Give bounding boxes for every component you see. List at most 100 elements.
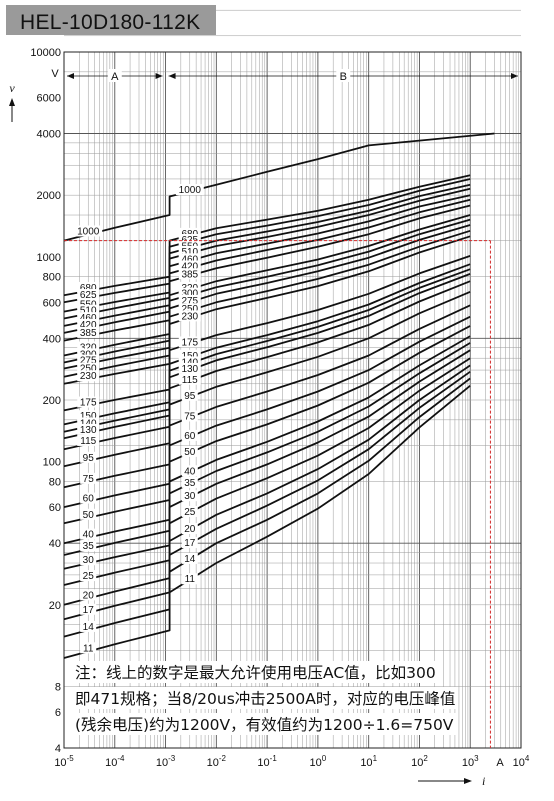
series-label-275: 275 [80, 356, 97, 367]
series-label-510: 510 [181, 247, 198, 258]
series-label-bg [77, 410, 100, 422]
series-line-625 [63, 178, 471, 304]
series-label-bg [181, 410, 198, 422]
series-label-bg [80, 451, 97, 463]
series-label-30: 30 [184, 491, 196, 502]
series-label-250: 250 [181, 304, 198, 315]
series-label-bg [178, 287, 201, 299]
note-line-3: (残余电压)约为1200V，有效值约为1200÷1.6=750V [72, 713, 457, 735]
series-label-bg [77, 281, 100, 293]
series-label-bg [77, 326, 100, 338]
chart-title: HEL-10D180-112K [20, 11, 201, 34]
y-tick-label: 4000 [37, 129, 61, 141]
note-line-2: 即471规格；当8/20us冲击2500A时，对应的电压峰值 [72, 687, 459, 709]
series-line-140 [63, 268, 471, 433]
series-label-bg [77, 417, 100, 429]
series-line-20 [63, 364, 471, 606]
series-label-420: 420 [181, 261, 198, 272]
series-line-385 [63, 204, 471, 342]
series-line-130 [63, 273, 471, 440]
series-line-300 [63, 218, 471, 364]
series-label-bg [80, 589, 97, 601]
series-label-275: 275 [181, 296, 198, 307]
series-label-175: 175 [181, 337, 198, 348]
series-label-bg [80, 472, 97, 484]
series-label-11: 11 [83, 643, 94, 654]
series-label-bg [80, 603, 97, 615]
series-line-550 [63, 183, 471, 313]
series-label-bg [178, 227, 201, 239]
series-label-1000: 1000 [179, 185, 202, 196]
series-label-bg [175, 184, 204, 196]
y-tick-label: 10000 [30, 47, 61, 59]
y-tick-label: 20 [49, 600, 61, 612]
series-label-bg [181, 573, 198, 585]
y-tick-label: 1000 [37, 252, 61, 264]
series-label-bg [77, 434, 100, 446]
series-line-60 [63, 315, 471, 508]
series-label-75: 75 [83, 474, 95, 485]
y-axis-label: v [9, 81, 15, 95]
series-label-385: 385 [181, 269, 198, 280]
region-arrow-left [67, 73, 74, 79]
series-label-bg [77, 362, 100, 374]
series-label-130: 130 [80, 425, 97, 436]
x-unit-label: A [496, 757, 504, 769]
y-tick-label: 200 [43, 395, 61, 407]
series-line-150 [63, 263, 471, 426]
series-label-510: 510 [80, 306, 97, 317]
series-label-230: 230 [181, 311, 198, 322]
series-label-bg [80, 508, 97, 520]
series-label-140: 140 [181, 357, 198, 368]
y-tick-label: 4 [55, 743, 61, 755]
series-line-320 [63, 214, 471, 357]
series-label-bg [178, 253, 201, 265]
series-label-bg [181, 429, 198, 441]
series-label-bg [178, 303, 201, 315]
series-label-17: 17 [83, 605, 95, 616]
series-line-510 [63, 187, 471, 320]
y-tick-label: 800 [43, 272, 61, 284]
series-label-bg [77, 396, 100, 408]
region-arrow-right [511, 73, 518, 79]
series-label-175: 175 [80, 398, 97, 409]
x-axis-arrow-head [464, 778, 472, 784]
series-line-420 [63, 198, 471, 334]
series-label-30: 30 [83, 555, 95, 566]
series-label-bg [178, 336, 201, 348]
series-label-60: 60 [184, 431, 196, 442]
series-label-25: 25 [184, 507, 196, 518]
series-label-bg [80, 528, 97, 540]
series-label-300: 300 [181, 289, 198, 300]
region-label: B [340, 71, 347, 83]
series-label-11: 11 [185, 574, 196, 585]
series-line-175 [63, 255, 471, 412]
series-label-bg [178, 260, 201, 272]
series-label-75: 75 [184, 412, 196, 423]
series-line-95 [63, 290, 471, 468]
series-label-bg [77, 304, 100, 316]
series-label-50: 50 [184, 447, 196, 458]
y-tick-label: 600 [43, 297, 61, 309]
series-label-50: 50 [83, 510, 95, 521]
series-label-bg [77, 341, 100, 353]
series-label-60: 60 [83, 494, 95, 505]
series-label-385: 385 [80, 328, 97, 339]
y-tick-label: 60 [49, 502, 61, 514]
series-label-625: 625 [80, 290, 97, 301]
series-label-bg [178, 362, 201, 374]
series-line-30 [63, 349, 471, 570]
y-tick-label: 40 [49, 538, 61, 550]
series-label-14: 14 [184, 554, 196, 565]
series-label-680: 680 [80, 283, 97, 294]
series-label-bg [178, 356, 201, 368]
series-label-bg [80, 540, 97, 552]
series-label-bg [181, 476, 198, 488]
y-axis-arrow-head [9, 98, 15, 106]
x-tick-label: 10-1 [257, 754, 277, 769]
x-tick-label: 10-2 [207, 754, 227, 769]
series-label-bg [181, 505, 198, 517]
region-label-bg [107, 69, 122, 82]
series-label-bg [181, 445, 198, 457]
region-arrow-left [168, 73, 176, 79]
